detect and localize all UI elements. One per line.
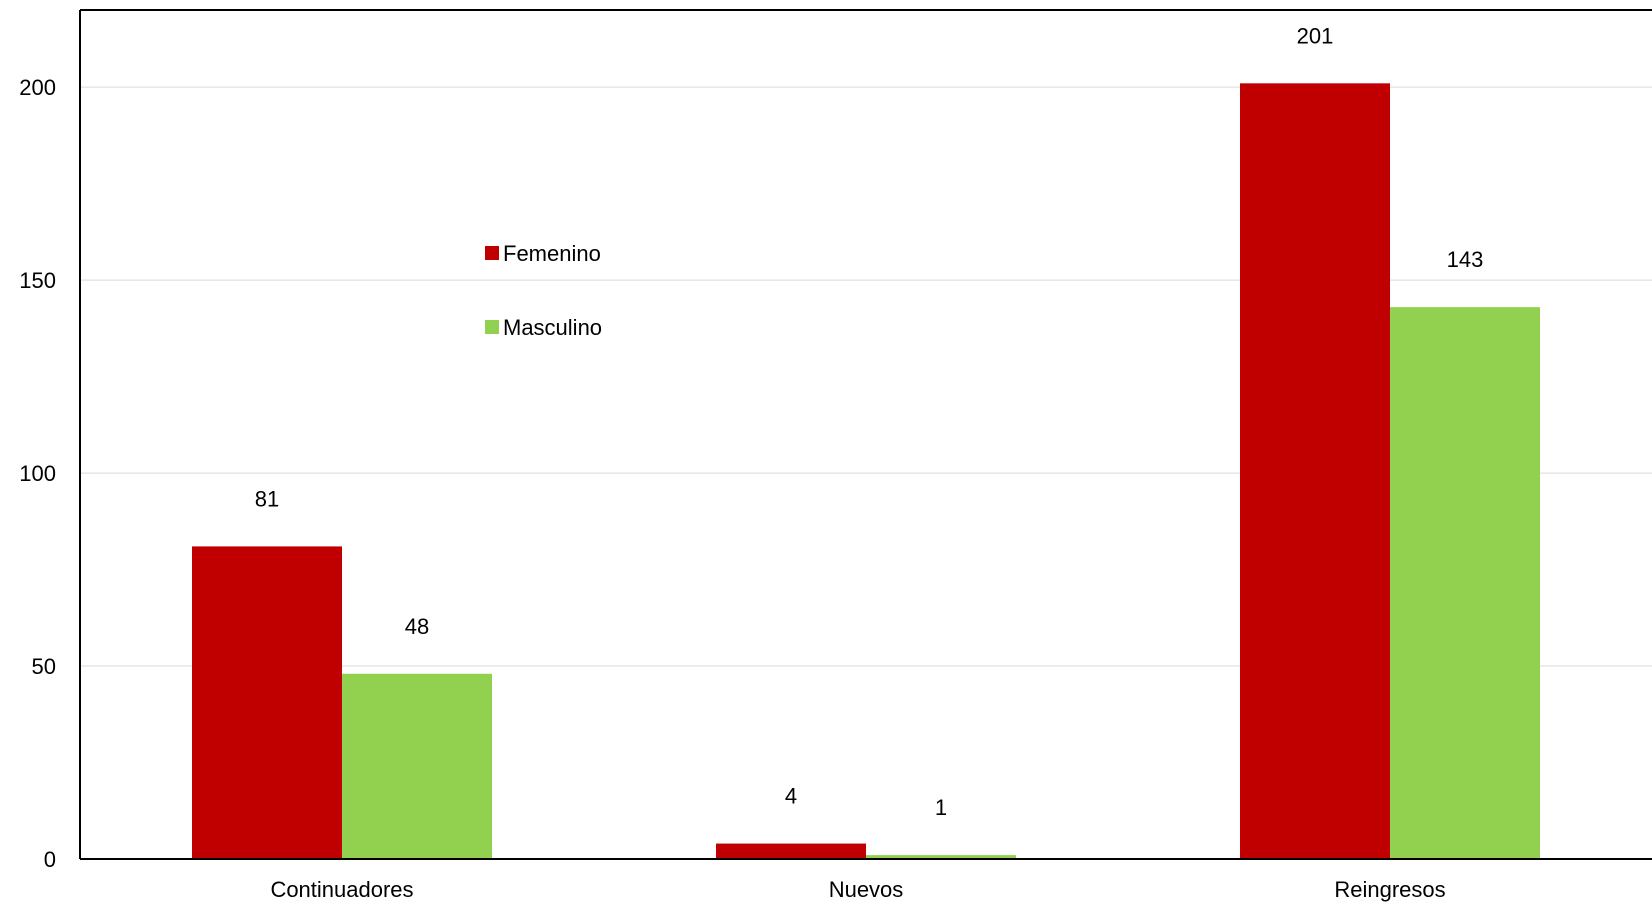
y-tick-label: 150 [19,268,56,293]
bar-femenino-continuadores [192,546,342,859]
data-label: 48 [405,614,429,639]
data-label: 4 [785,784,797,809]
legend-label: Femenino [503,241,601,266]
x-category-label: Continuadores [270,877,413,902]
data-label: 143 [1447,247,1484,272]
legend-label: Masculino [503,315,602,340]
data-label: 1 [935,795,947,820]
y-tick-label: 0 [44,847,56,872]
y-tick-label: 50 [32,654,56,679]
legend: Femenino Masculino [485,241,602,340]
data-label: 81 [255,486,279,511]
x-category-label: Reingresos [1334,877,1445,902]
bar-masculino-continuadores [342,673,492,859]
bar-femenino-reingresos [1240,83,1390,859]
y-tick-label: 200 [19,75,56,100]
legend-swatch-femenino [485,246,499,260]
bars [192,83,1540,859]
data-label: 201 [1297,23,1334,48]
legend-swatch-masculino [485,320,499,334]
bar-femenino-nuevos [716,843,866,859]
x-category-label: Nuevos [829,877,904,902]
y-tick-label: 100 [19,461,56,486]
data-labels: 81 48 4 1 201 143 [255,23,1484,820]
bar-masculino-reingresos [1390,307,1540,859]
bar-masculino-nuevos [866,855,1016,859]
axes: 0 50 100 150 200 Continuadores Nuevos Reingreso… [19,9,1652,902]
